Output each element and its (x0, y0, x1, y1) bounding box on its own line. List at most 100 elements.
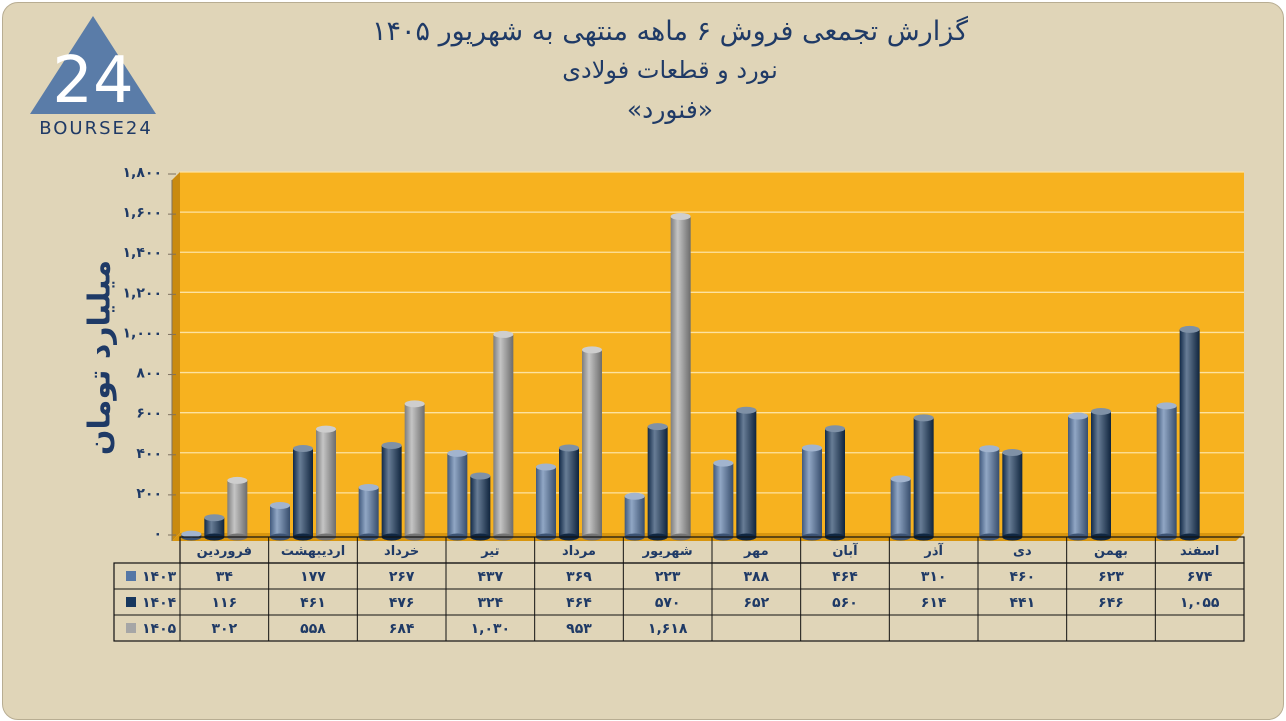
bar-body (270, 505, 290, 537)
bar (447, 449, 468, 541)
bourse24-logo: 24 (30, 16, 156, 118)
bar (913, 414, 934, 541)
bar (1002, 449, 1023, 541)
bar-top (736, 406, 757, 414)
bar-body (1156, 405, 1177, 537)
bar-body (825, 428, 845, 537)
bar-top (1179, 325, 1200, 333)
y-tick-label: ۱,۴۰۰ (123, 245, 163, 261)
bar-body (1068, 416, 1088, 537)
bar (470, 472, 491, 541)
bar-body (913, 417, 934, 537)
bar-body (470, 476, 491, 537)
table-category-label: مهر (743, 544, 769, 559)
table-value-cell: ۴۴۱ (1010, 595, 1036, 611)
bar (670, 213, 691, 541)
logo-mark: 24 (52, 44, 133, 118)
table-value-cell: ۶۷۴ (1187, 569, 1213, 585)
bar-top (647, 423, 668, 431)
bar-body (736, 410, 757, 537)
table-value-cell: ۹۵۳ (566, 621, 592, 637)
chart-subtitle: نورد و قطعات فولادی (562, 56, 778, 84)
table-value-cell: ۴۶۰ (1010, 569, 1036, 585)
table-category-label: اردیبهشت (281, 544, 345, 559)
legend-series-name: ۱۴۰۴ (142, 595, 177, 611)
bar (890, 475, 911, 541)
bar (1179, 325, 1200, 541)
bar (559, 444, 579, 541)
table-value-cell: ۴۳۷ (478, 569, 504, 585)
table-category-label: آذر (923, 542, 943, 559)
bar-body (227, 480, 248, 537)
bar (979, 445, 1000, 541)
bar-body (1091, 411, 1111, 537)
table-category-label: اسفند (1180, 544, 1219, 559)
y-tick-label: ۶۰۰ (136, 406, 162, 422)
logo-triangle (30, 16, 156, 114)
bar-body (493, 334, 514, 537)
bar (825, 425, 845, 541)
table-category-label: خرداد (384, 544, 419, 559)
bar-top (270, 502, 290, 510)
chart-title: گزارش تجمعی فروش ۶ ماهه منتهی به شهریور … (372, 16, 968, 47)
bar-body (1002, 452, 1023, 537)
bar-top (1156, 402, 1177, 410)
bar (270, 502, 290, 541)
table-value-cell: ۳۴ (216, 569, 234, 585)
bar-top (204, 514, 225, 522)
bar-body (536, 466, 556, 537)
table-value-cell: ۴۶۱ (300, 595, 326, 611)
logo-text: BOURSE24 (39, 118, 153, 139)
table-value-cell: ۵۷۰ (655, 595, 681, 611)
bar (624, 492, 645, 541)
bar-body (1179, 329, 1200, 537)
bar-top (493, 330, 514, 338)
bar-top (181, 530, 202, 538)
plot-side-wall (172, 172, 180, 541)
bar-top (536, 463, 556, 471)
table-category-label: دی (1013, 544, 1032, 559)
bar-body (890, 478, 911, 537)
bar-top (227, 476, 248, 484)
bar (404, 400, 425, 541)
bar-top (670, 213, 691, 221)
bar-body (447, 453, 468, 537)
table-value-cell: ۳۸۸ (744, 569, 770, 585)
table-value-cell: ۱,۰۳۰ (471, 621, 511, 637)
bar-body (979, 448, 1000, 537)
table-value-cell: ۵۶۰ (832, 595, 858, 611)
company-name: «فنورد» (626, 95, 714, 124)
y-tick-label: ۱,۲۰۰ (123, 285, 163, 301)
bar-top (1068, 412, 1088, 420)
table-category-label: شهریور (642, 544, 693, 559)
bar-top (316, 425, 336, 433)
bar-top (913, 414, 934, 422)
bar-body (582, 349, 602, 537)
bar-body (670, 216, 691, 538)
table-value-cell: ۳۱۰ (921, 569, 947, 585)
table-value-cell: ۱۷۷ (300, 569, 326, 585)
table-value-cell: ۵۵۸ (300, 621, 326, 637)
bar-top (470, 472, 491, 480)
table-value-cell: ۴۶۴ (832, 569, 858, 585)
bar-body (802, 447, 822, 537)
bar-top (890, 475, 911, 483)
table-category-label: آبان (832, 542, 858, 559)
table-value-cell: ۱,۰۵۵ (1180, 595, 1220, 611)
table-value-cell: ۳۲۴ (478, 595, 504, 611)
table-category-label: تیر (480, 544, 499, 559)
table-value-cell: ۲۲۳ (655, 569, 681, 585)
table-value-cell: ۲۶۷ (389, 569, 415, 585)
table-value-cell: ۶۱۴ (921, 595, 947, 611)
table-value-cell: ۶۸۴ (389, 621, 415, 637)
bar-top (624, 492, 645, 500)
bar (316, 425, 336, 541)
bar-body (713, 463, 734, 537)
y-tick-label: ۱,۰۰۰ (123, 325, 163, 341)
bar-top (404, 400, 425, 408)
table-category-label: بهمن (1094, 544, 1128, 559)
bar (1091, 407, 1111, 541)
table-value-cell: ۶۴۶ (1098, 595, 1124, 611)
bar (227, 476, 248, 541)
table-value-cell: ۱۱۶ (212, 595, 238, 611)
